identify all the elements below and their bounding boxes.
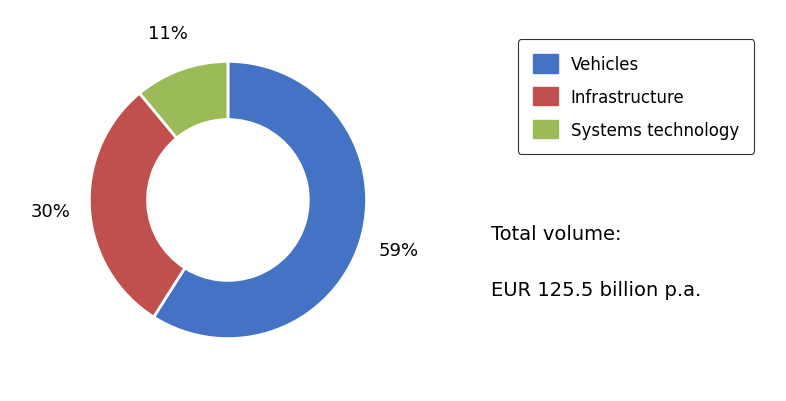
Text: 59%: 59% — [378, 241, 418, 259]
Text: 11%: 11% — [148, 25, 188, 43]
Text: 30%: 30% — [31, 203, 71, 221]
Wedge shape — [140, 62, 228, 139]
Text: Total volume:: Total volume: — [491, 225, 622, 243]
Wedge shape — [154, 62, 366, 339]
Text: EUR 125.5 billion p.a.: EUR 125.5 billion p.a. — [491, 281, 701, 300]
Wedge shape — [90, 94, 185, 317]
Legend: Vehicles, Infrastructure, Systems technology: Vehicles, Infrastructure, Systems techno… — [517, 41, 754, 154]
